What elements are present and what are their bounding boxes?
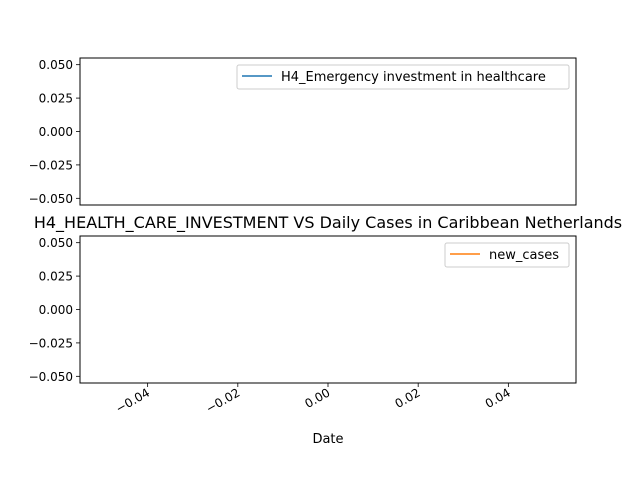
- top-y-tick-label: −0.050: [29, 192, 73, 206]
- bottom-legend: new_cases: [444, 242, 570, 268]
- bottom-y-tick-label: 0.050: [39, 236, 73, 250]
- bottom-axes-frame: [79, 235, 577, 384]
- top-y-ticks: 0.050 0.025 0.000 −0.025 −0.050: [29, 58, 80, 206]
- top-axes-frame: [79, 57, 577, 206]
- top-legend-label: H4_Emergency investment in healthcare: [281, 70, 546, 85]
- top-y-tick-label: 0.000: [39, 125, 73, 139]
- bottom-y-tick-label: 0.025: [39, 270, 73, 284]
- bottom-legend-box: [444, 242, 570, 268]
- bottom-chart-title: H4_HEALTH_CARE_INVESTMENT VS Daily Cases…: [34, 213, 622, 233]
- top-legend: H4_Emergency investment in healthcare: [236, 64, 570, 90]
- bottom-y-tick-label: −0.025: [29, 336, 73, 350]
- bottom-x-axis-label: Date: [312, 432, 343, 447]
- top-subplot: 0.050 0.025 0.000 −0.025 −0.050 H4_Emergency…: [29, 57, 577, 206]
- bottom-subplot: H4_HEALTH_CARE_INVESTMENT VS Daily Cases…: [29, 213, 623, 447]
- bottom-y-tick-label: −0.050: [29, 370, 73, 384]
- top-y-tick-label: −0.025: [29, 158, 73, 172]
- bottom-y-tick-label: 0.000: [39, 303, 73, 317]
- bottom-y-ticks: 0.050 0.025 0.000 −0.025 −0.050: [29, 236, 80, 384]
- top-y-tick-label: 0.025: [39, 92, 73, 106]
- bottom-legend-label: new_cases: [489, 248, 559, 263]
- top-legend-box: [236, 64, 570, 90]
- top-y-tick-label: 0.050: [39, 58, 73, 72]
